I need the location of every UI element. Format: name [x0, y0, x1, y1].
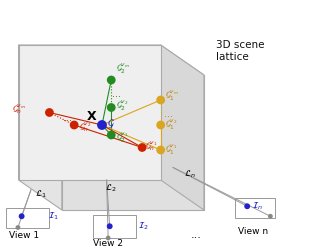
Text: $\mathcal{L}_1$: $\mathcal{L}_1$ — [35, 188, 46, 200]
Text: 3D scene
lattice: 3D scene lattice — [216, 40, 265, 62]
Text: View 1: View 1 — [9, 231, 39, 240]
Point — [109, 106, 114, 110]
Text: $\mathcal{G}_2^{v_2}$: $\mathcal{G}_2^{v_2}$ — [116, 99, 129, 114]
Text: ...: ... — [112, 89, 121, 99]
Point — [109, 78, 114, 82]
Point — [245, 204, 250, 208]
Point — [15, 226, 20, 230]
Bar — [6, 208, 49, 228]
Text: ...: ... — [191, 230, 202, 240]
Point — [47, 110, 52, 114]
Text: $\mathcal{G}$: $\mathcal{G}$ — [107, 118, 114, 130]
Text: $\mathcal{G}_2^{v_1}$: $\mathcal{G}_2^{v_1}$ — [116, 130, 129, 145]
Point — [268, 214, 273, 218]
Text: $\mathcal{G}_1^{v_2}$: $\mathcal{G}_1^{v_2}$ — [165, 118, 178, 132]
Polygon shape — [161, 45, 204, 210]
Text: $\mathcal{L}_n$: $\mathcal{L}_n$ — [184, 168, 196, 179]
Text: $\mathcal{G}_1^{v_m}$: $\mathcal{G}_1^{v_m}$ — [165, 89, 180, 104]
Text: View n: View n — [238, 226, 268, 235]
Polygon shape — [19, 45, 204, 75]
Point — [106, 236, 111, 240]
Polygon shape — [62, 75, 204, 210]
Text: $\mathcal{I}_n$: $\mathcal{I}_n$ — [252, 200, 263, 212]
Text: ...: ... — [164, 109, 173, 119]
Point — [158, 123, 163, 127]
Point — [72, 123, 77, 127]
Text: $\mathcal{G}_n^{v_2}$: $\mathcal{G}_n^{v_2}$ — [79, 121, 91, 134]
Text: View 2: View 2 — [93, 239, 123, 248]
Text: X: X — [86, 110, 96, 123]
Text: $\mathcal{G}_2^{v_m}$: $\mathcal{G}_2^{v_m}$ — [116, 62, 130, 76]
Text: $\mathcal{L}_2$: $\mathcal{L}_2$ — [105, 183, 117, 194]
Point — [140, 146, 145, 150]
Point — [99, 123, 104, 127]
Point — [107, 224, 112, 228]
Text: $\mathcal{I}_1$: $\mathcal{I}_1$ — [48, 210, 59, 222]
Point — [158, 148, 163, 152]
Bar — [93, 215, 136, 238]
Text: $\mathcal{G}_n^{v_m}$: $\mathcal{G}_n^{v_m}$ — [12, 102, 27, 116]
Text: $\mathcal{G}_n^{v_1}$: $\mathcal{G}_n^{v_1}$ — [145, 140, 158, 153]
Bar — [235, 198, 275, 218]
Polygon shape — [19, 45, 62, 210]
Point — [158, 98, 163, 102]
Text: $\mathcal{G}_1^{v_1}$: $\mathcal{G}_1^{v_1}$ — [165, 143, 178, 157]
Text: ...: ... — [63, 113, 72, 123]
Text: $\mathcal{I}_2$: $\mathcal{I}_2$ — [138, 220, 149, 232]
Point — [19, 214, 24, 218]
Point — [109, 133, 114, 137]
Polygon shape — [19, 45, 161, 180]
